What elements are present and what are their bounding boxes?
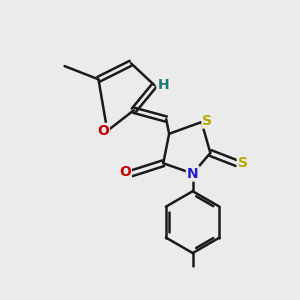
- Text: S: S: [238, 156, 248, 170]
- Text: S: S: [202, 114, 212, 128]
- Text: O: O: [119, 165, 131, 179]
- Text: N: N: [187, 167, 199, 181]
- Text: H: H: [158, 78, 169, 92]
- Text: O: O: [97, 124, 109, 138]
